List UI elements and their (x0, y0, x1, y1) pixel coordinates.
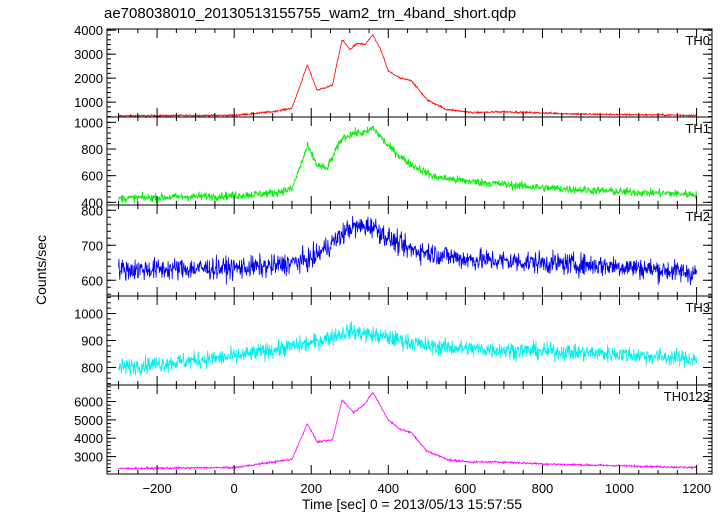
y-tick-label: 700 (81, 238, 103, 253)
x-tick-label: 0 (231, 481, 238, 496)
x-tick-label: 600 (455, 481, 477, 496)
panel-label-th3: TH3 (685, 300, 710, 315)
y-tick-label: 5000 (74, 413, 103, 428)
panel-th0123: 3000 4000 5000 6000 TH0123 (74, 384, 713, 475)
chart-title: ae708038010_20130513155755_wam2_trn_4ban… (104, 5, 516, 22)
x-tick-label: 1200 (682, 481, 711, 496)
x-tick-label: 200 (300, 481, 322, 496)
series-line-th1 (118, 125, 697, 204)
series-line-th2 (118, 215, 697, 286)
y-tick-label: 4000 (74, 23, 103, 38)
panel-label-th2: TH2 (685, 209, 710, 224)
x-tick-label: 400 (377, 481, 399, 496)
y-axis-label: Counts/sec (33, 235, 49, 305)
y-tick-label: 3000 (74, 47, 103, 62)
x-tick-label: −200 (142, 481, 171, 496)
series-line-th0123 (118, 392, 697, 471)
y-tick-label: 600 (81, 273, 103, 288)
panels-group: 1000 2000 3000 4000 TH0 400 600 800 1000 TH1 600 70… (74, 23, 713, 475)
y-tick-label: 1000 (74, 95, 103, 110)
y-tick-label: 800 (81, 142, 103, 157)
panel-frame (106, 384, 713, 475)
y-tick-label: 900 (81, 334, 103, 349)
y-tick-label: 800 (81, 203, 103, 218)
y-tick-label: 1000 (74, 307, 103, 322)
panel-frame (106, 295, 713, 386)
panel-label-th0: TH0 (685, 33, 710, 48)
panel-th0: 1000 2000 3000 4000 TH0 (74, 23, 713, 118)
panel-frame (106, 116, 713, 206)
y-tick-label: 600 (81, 169, 103, 184)
x-tick-label: 800 (532, 481, 554, 496)
y-tick-label: 6000 (74, 395, 103, 410)
y-tick-label: 4000 (74, 431, 103, 446)
x-tick-label: 1000 (605, 481, 634, 496)
panel-label-th0123: TH0123 (664, 389, 710, 404)
series-line-th3 (118, 321, 697, 377)
x-axis-label: Time [sec] 0 = 2013/05/13 15:57:55 (302, 496, 522, 512)
y-tick-label: 2000 (74, 71, 103, 86)
panel-frame (106, 28, 713, 118)
series-line-th0 (118, 34, 697, 117)
y-tick-label: 1000 (74, 115, 103, 130)
panel-th3: 800 900 1000 TH3 (74, 295, 713, 386)
panel-frame (106, 204, 713, 297)
panel-label-th1: TH1 (685, 121, 710, 136)
y-tick-label: 3000 (74, 450, 103, 465)
panel-th2: 600 700 800 TH2 (81, 203, 713, 297)
y-tick-label: 400 (81, 195, 103, 210)
x-axis: −200 0 200 400 600 800 1000 1200 (142, 481, 711, 496)
panel-th1: 400 600 800 1000 TH1 (74, 115, 713, 210)
y-tick-label: 800 (81, 360, 103, 375)
